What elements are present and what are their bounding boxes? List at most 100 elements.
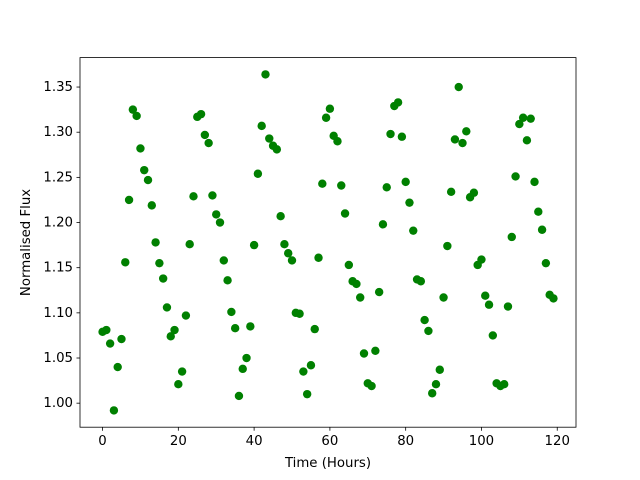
point (503, 302, 513, 311)
point (306, 361, 316, 370)
point (333, 137, 342, 146)
point (174, 380, 183, 389)
point (128, 105, 138, 114)
point (352, 279, 361, 289)
point (356, 293, 365, 302)
point (170, 325, 179, 335)
point (246, 322, 255, 331)
point (405, 198, 414, 207)
point (181, 311, 191, 320)
point (261, 70, 270, 79)
point (151, 238, 160, 247)
point (215, 218, 225, 227)
point (189, 192, 198, 201)
point (409, 226, 418, 235)
x-tick-label: 120 (545, 434, 570, 449)
point (515, 119, 524, 129)
y-tick-label: 1.25 (43, 170, 73, 185)
point (280, 240, 289, 249)
x-tick-label: 100 (469, 434, 494, 449)
point (435, 365, 444, 374)
point (117, 334, 126, 344)
point (462, 127, 471, 136)
point (219, 256, 228, 265)
point (242, 353, 251, 363)
point (446, 187, 456, 197)
point (287, 256, 297, 265)
x-tick-label: 20 (170, 434, 187, 449)
point (158, 274, 168, 283)
point (249, 240, 259, 250)
point (499, 380, 509, 389)
point (397, 132, 407, 141)
point (230, 324, 240, 333)
point (234, 391, 244, 401)
point (185, 240, 194, 249)
point (143, 175, 153, 185)
point (155, 258, 164, 268)
point (518, 113, 528, 122)
point (431, 380, 441, 389)
y-tick-label: 1.35 (43, 80, 73, 95)
point (530, 177, 539, 187)
point (204, 138, 213, 148)
point (337, 181, 346, 190)
point (340, 209, 350, 218)
y-tick-label: 1.10 (43, 306, 73, 321)
point (257, 121, 266, 131)
point (295, 309, 304, 318)
point (196, 109, 206, 119)
point (318, 179, 327, 188)
point (522, 136, 532, 145)
point (526, 114, 535, 123)
point (223, 276, 232, 285)
point (310, 324, 319, 334)
point (121, 258, 130, 267)
y-tick-label: 1.05 (43, 351, 73, 366)
point (393, 98, 403, 107)
point (265, 134, 274, 143)
y-tick-label: 1.20 (43, 216, 73, 231)
x-tick-label: 0 (98, 434, 106, 449)
point (200, 130, 210, 140)
point (102, 325, 111, 335)
point (374, 287, 384, 297)
point (477, 255, 486, 264)
point (534, 207, 543, 216)
y-tick-label: 1.30 (43, 125, 73, 140)
point (386, 129, 395, 139)
point (212, 210, 221, 219)
point (166, 332, 175, 341)
point (276, 212, 285, 221)
point (314, 253, 323, 262)
point (113, 362, 122, 372)
x-axis-label: Time (Hours) (284, 456, 371, 471)
point (109, 406, 119, 415)
point (484, 300, 494, 309)
point (321, 113, 331, 122)
point (177, 367, 187, 376)
point (428, 389, 437, 398)
point (469, 188, 479, 197)
point (302, 389, 312, 399)
point (401, 177, 410, 187)
point (284, 249, 293, 258)
plot-frame (79, 57, 577, 428)
y-tick-label: 1.15 (43, 261, 73, 276)
point (238, 364, 247, 374)
point (454, 82, 463, 92)
point (481, 291, 490, 300)
point (443, 241, 452, 251)
point (378, 220, 388, 229)
point (371, 346, 380, 355)
point (507, 232, 516, 242)
point (208, 191, 217, 200)
point (424, 326, 433, 336)
point (132, 111, 141, 121)
point (140, 165, 149, 175)
point (359, 349, 369, 358)
x-tick-label: 60 (321, 434, 338, 449)
point (420, 315, 429, 325)
point (416, 277, 426, 286)
